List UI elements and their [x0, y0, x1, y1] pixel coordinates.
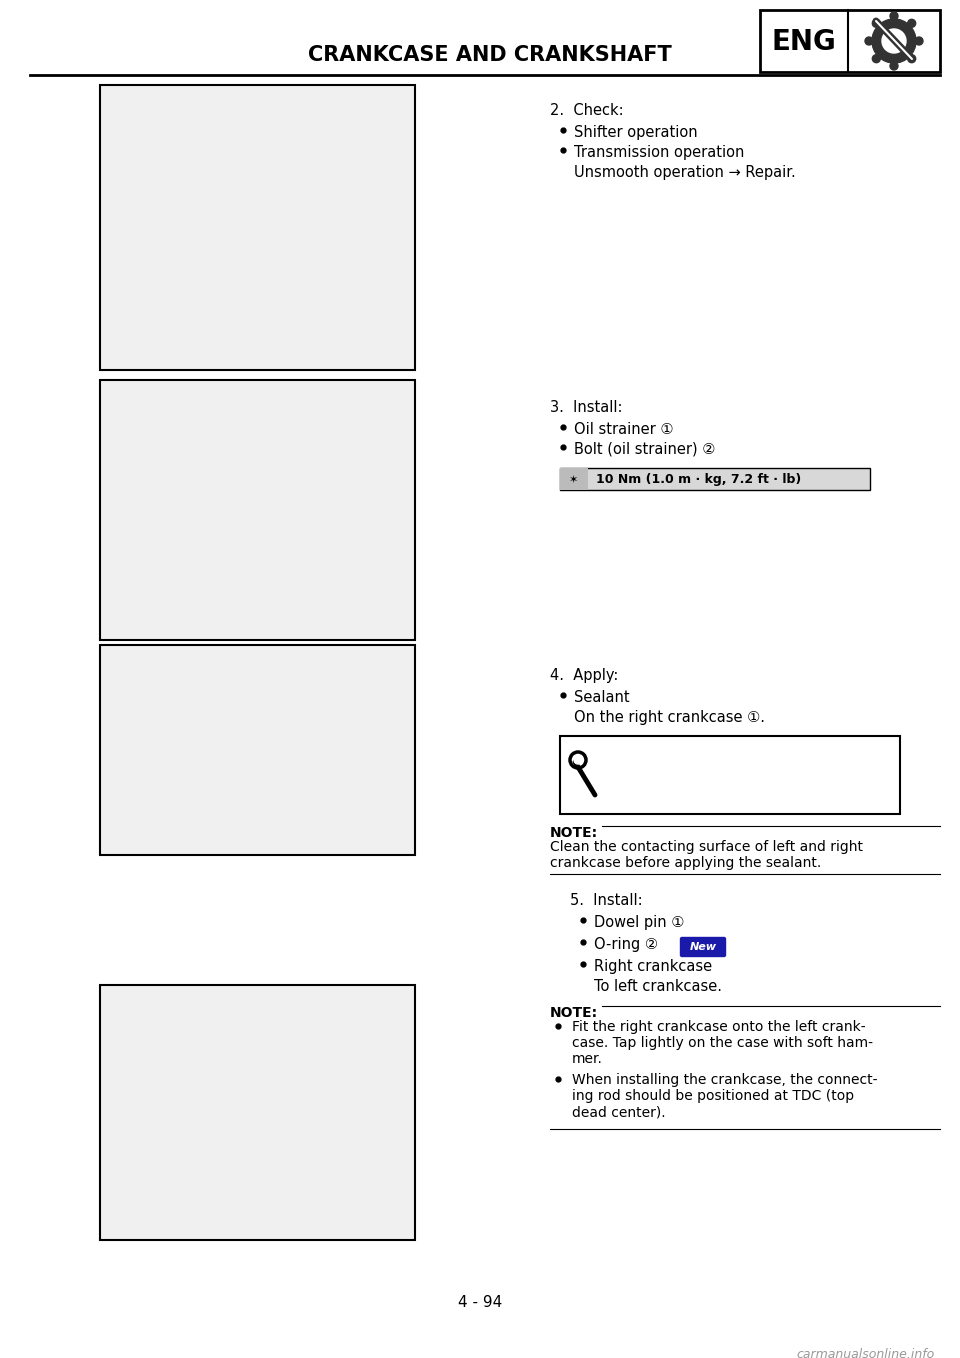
Text: Sealant: Sealant	[574, 690, 630, 705]
Text: On the right crankcase ①.: On the right crankcase ①.	[574, 710, 765, 725]
Text: When installing the crankcase, the connect-
ing rod should be positioned at TDC : When installing the crankcase, the conne…	[572, 1073, 877, 1119]
Text: Oil strainer ①: Oil strainer ①	[574, 422, 674, 437]
Bar	[100, 86, 415, 369]
Text: Dowel pin ①: Dowel pin ①	[594, 915, 684, 930]
Text: Transmission operation: Transmission operation	[574, 145, 744, 160]
Circle shape	[907, 19, 916, 27]
Text: ACC-QUICK-GS-KT: ACC-QUICK-GS-KT	[608, 767, 747, 781]
Text: Unsmooth operation → Repair.: Unsmooth operation → Repair.	[574, 166, 796, 181]
Circle shape	[915, 37, 923, 45]
Text: 90890-85505: 90890-85505	[608, 801, 710, 815]
Text: 5.  Install:: 5. Install:	[570, 894, 642, 909]
Text: ✶: ✶	[569, 475, 579, 485]
Bar	[100, 645, 415, 856]
Text: Quick gasket®:: Quick gasket®:	[608, 750, 729, 765]
Bar	[100, 380, 415, 640]
Bar	[560, 469, 870, 490]
Text: New: New	[689, 942, 716, 952]
Text: 4 - 94: 4 - 94	[458, 1296, 502, 1310]
Text: O-ring ②: O-ring ②	[594, 937, 658, 952]
Text: Fit the right crankcase onto the left crank-
case. Tap lightly on the case with : Fit the right crankcase onto the left cr…	[572, 1020, 873, 1066]
Text: 10 Nm (1.0 m · kg, 7.2 ft · lb): 10 Nm (1.0 m · kg, 7.2 ft · lb)	[596, 474, 802, 486]
Bar	[560, 736, 900, 813]
Circle shape	[865, 37, 873, 45]
FancyBboxPatch shape	[681, 937, 726, 956]
Circle shape	[872, 19, 916, 62]
Text: NOTE:: NOTE:	[550, 826, 598, 841]
Bar	[760, 10, 940, 72]
Text: 2.  Check:: 2. Check:	[550, 103, 624, 118]
Text: CRANKCASE AND CRANKSHAFT: CRANKCASE AND CRANKSHAFT	[308, 45, 672, 65]
Circle shape	[574, 756, 582, 765]
Circle shape	[907, 54, 916, 62]
Text: carmanualsonline.info: carmanualsonline.info	[797, 1348, 935, 1358]
Text: YAMAHA Bond No. 1215:: YAMAHA Bond No. 1215:	[608, 784, 800, 799]
Circle shape	[873, 19, 880, 27]
Circle shape	[873, 54, 880, 62]
Text: Shifter operation: Shifter operation	[574, 125, 698, 140]
Circle shape	[882, 29, 906, 53]
Text: Bolt (oil strainer) ②: Bolt (oil strainer) ②	[574, 441, 715, 458]
Bar	[560, 469, 588, 490]
Circle shape	[890, 62, 898, 71]
Text: 4.  Apply:: 4. Apply:	[550, 668, 618, 683]
Text: ENG: ENG	[772, 29, 836, 56]
Text: NOTE:: NOTE:	[550, 1006, 598, 1020]
Text: To left crankcase.: To left crankcase.	[594, 979, 722, 994]
Text: Clean the contacting surface of left and right
crankcase before applying the sea: Clean the contacting surface of left and…	[550, 841, 863, 870]
Circle shape	[890, 12, 898, 20]
Text: 3.  Install:: 3. Install:	[550, 401, 622, 416]
Bar	[100, 985, 415, 1240]
Text: Right crankcase: Right crankcase	[594, 959, 712, 974]
